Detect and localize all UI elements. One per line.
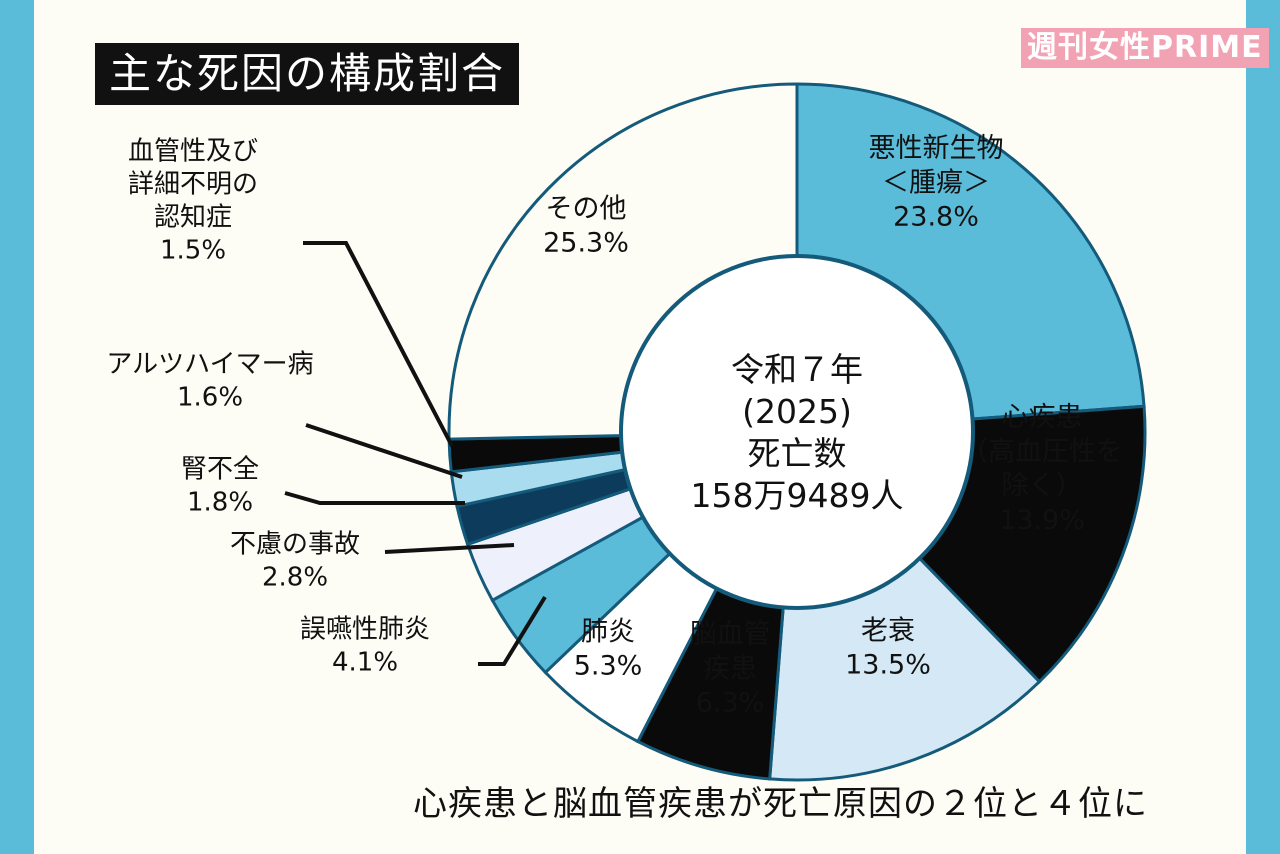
slice-label-line: 13.9% [999,505,1085,536]
slice-label-8: 腎不全 1.8% [181,455,259,518]
leader-line-7 [384,543,515,554]
slice-label-line: 1.6% [177,383,243,413]
slice-label-line: ＜腫瘍＞ [882,167,990,198]
slice-label-9: アルツハイマー病 1.6% [106,350,313,413]
slice-label-line: 1.5% [160,236,226,266]
slice-label-line: その他 [546,193,627,224]
center-label-line: 158万9489人 [691,476,904,515]
slice-label-line: 誤嚥性肺炎 [300,615,430,645]
slice-label-2: 心疾患（高血圧性を除く） 13.9% [961,402,1123,536]
slice-label-line: 1.8% [187,488,253,518]
leader-line-6 [478,595,547,666]
slice-label-line: 13.5% [845,650,931,681]
slice-label-line: 認知症 [154,203,232,233]
slice-label-line: 5.3% [574,651,643,682]
chart-caption: 心疾患と脳血管疾患が死亡原因の２位と４位に [413,784,1148,824]
slice-label-4: 脳血管疾患 6.3% [690,619,771,719]
chart-title: 主な死因の構成割合 [95,43,520,105]
slice-label-line: 悪性新生物 [869,133,1004,164]
slice-label-5: 肺炎 5.3% [574,616,643,681]
center-hole [619,254,975,610]
slice-label-1: 悪性新生物＜腫瘍＞ 23.8% [869,133,1004,233]
slice-label-6: 誤嚥性肺炎 4.1% [300,615,430,678]
slice-label-line: 詳細不明の [128,170,258,200]
slice-labels: 悪性新生物＜腫瘍＞ 23.8% 心疾患（高血圧性を除く） 13.9% 老衰 13.5% 脳血… [106,133,1123,719]
slice-label-line: 25.3% [543,228,629,259]
slice-label-line: アルツハイマー病 [106,350,313,380]
slice-label-line: 23.8% [893,202,979,233]
brand-logo: 週刊女性PRIME [1021,28,1269,68]
slice-label-line: 心疾患 [1002,402,1083,433]
leader-line-8 [284,491,465,505]
slice-label-line: 脳血管 [690,619,771,650]
slice-label-7: 不慮の事故 2.8% [230,530,360,593]
slice-label-line: 6.3% [696,688,765,719]
center-label-line: 令和７年 [731,350,863,389]
leader-line-10 [303,241,454,447]
slice-label-line: （高血圧性を [961,436,1123,467]
slice-label-11: その他 25.3% [543,193,629,258]
slice-label-3: 老衰 13.5% [845,615,931,680]
slice-label-line: 4.1% [332,648,398,678]
center-label-line: 死亡数 [748,434,847,473]
slice-label-line: 除く） [1002,471,1083,502]
leader-line-9 [305,423,463,479]
slice-label-10: 血管性及び詳細不明の認知症 1.5% [128,137,258,266]
slice-label-line: 疾患 [703,653,757,684]
slice-label-line: 老衰 [861,615,915,646]
center-label-line: (2025) [742,392,852,431]
slice-label-line: 不慮の事故 [230,530,360,560]
slice-label-line: 肺炎 [581,616,635,647]
slice-label-line: 腎不全 [181,455,259,485]
slice-label-line: 血管性及び [128,137,258,167]
slice-label-line: 2.8% [262,563,328,593]
leader-lines [284,241,547,666]
